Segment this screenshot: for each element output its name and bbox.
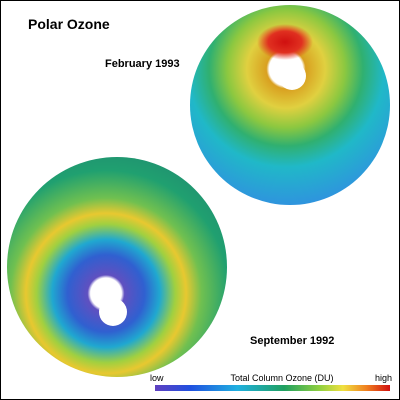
- pole-gap: [99, 298, 127, 326]
- colorbar-high: high: [375, 373, 392, 383]
- pole-gap: [278, 62, 306, 90]
- high-ozone-region: [257, 24, 313, 60]
- globe-february: [190, 5, 390, 205]
- colorbar: [155, 385, 390, 391]
- colorbar-low: low: [150, 373, 164, 383]
- globe-september: [7, 157, 227, 377]
- title: Polar Ozone: [28, 16, 110, 32]
- panel-label: February 1993: [105, 58, 180, 70]
- colorbar-title: Total Column Ozone (DU): [230, 373, 333, 383]
- panel-label: September 1992: [250, 335, 334, 347]
